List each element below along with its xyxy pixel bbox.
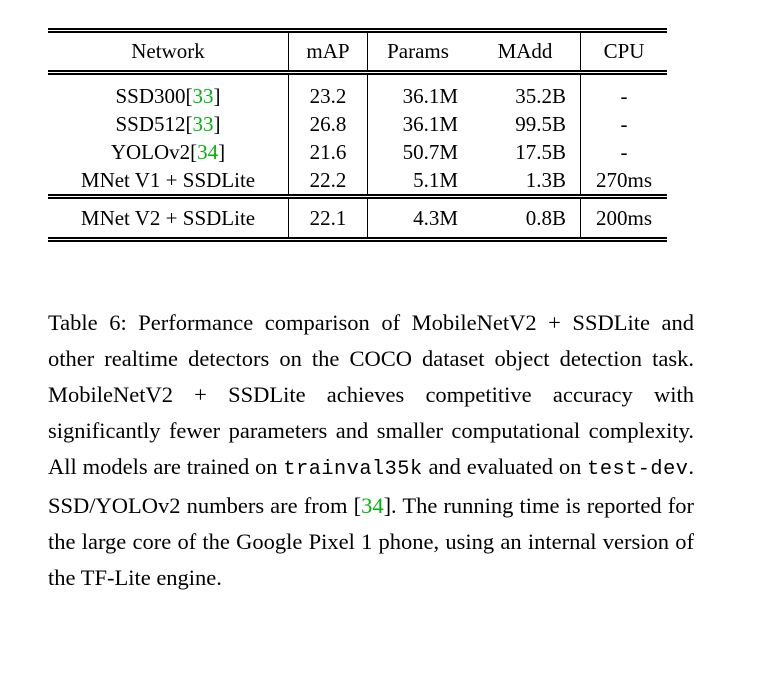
table-row: YOLOv2[34] 21.6 50.7M 17.5B -	[48, 138, 667, 166]
table-header: Network mAP Params MAdd CPU	[48, 28, 667, 75]
network-cell: MNet V2 + SSDLite	[48, 194, 289, 242]
params-cell: 36.1M	[402, 84, 458, 108]
madd-cell: 99.5B	[474, 110, 581, 138]
header-row: Network mAP Params MAdd CPU	[48, 28, 667, 75]
table-row: SSD512[33] 26.8 36.1M 99.5B -	[48, 110, 667, 138]
map-cell: 22.2	[288, 166, 368, 197]
table-row: MNet V1 + SSDLite 22.2 5.1M 1.3B 270ms	[48, 166, 667, 197]
header-map: mAP	[288, 28, 368, 75]
caption-text: ]. The running time is reported for the …	[48, 492, 694, 590]
citation-link[interactable]: 34	[361, 492, 384, 518]
citation-link[interactable]: 33	[192, 84, 214, 108]
network-name: SSD300	[115, 84, 186, 108]
citation-link[interactable]: 33	[192, 112, 214, 136]
network-name: SSD512	[115, 112, 186, 136]
header-cpu: CPU	[580, 28, 667, 75]
map-cell: 26.8	[288, 110, 368, 138]
table-row: SSD300[33] 23.2 36.1M 35.2B -	[48, 72, 667, 110]
table-body: SSD300[33] 23.2 36.1M 35.2B - SSD512[33] 26.8 3…	[48, 72, 667, 242]
network-name: MNet V2 + SSDLite	[80, 206, 256, 230]
params-cell: 36.1M	[402, 112, 458, 136]
params-cell: 50.7M	[402, 140, 458, 164]
citation-link[interactable]: 34	[197, 140, 219, 164]
cpu-cell: -	[620, 140, 628, 164]
header-madd: MAdd	[474, 28, 581, 75]
cpu-cell: 200ms	[580, 194, 667, 242]
map-cell: 23.2	[288, 72, 368, 110]
madd-cell: 35.2B	[474, 72, 581, 110]
table-row: MNet V2 + SSDLite 22.1 4.3M 0.8B 200ms	[48, 194, 667, 242]
params-cell: 5.1M	[413, 168, 458, 192]
cpu-cell: -	[620, 84, 628, 108]
map-cell: 22.1	[288, 194, 368, 242]
network-cell: SSD512[33]	[48, 110, 289, 138]
caption-text: . SSD/YOLOv2 numbers are from [	[48, 453, 695, 518]
code-text: trainval35k	[283, 457, 423, 481]
table-caption: Table 6: Performance comparison of Mobil…	[48, 305, 694, 596]
network-name: MNet V1 + SSDLite	[80, 168, 256, 192]
results-table: Network mAP Params MAdd CPU SSD300[33] 23…	[48, 28, 667, 242]
code-text: test-dev	[587, 457, 689, 481]
network-cell: YOLOv2[34]	[48, 138, 289, 166]
cpu-cell: -	[620, 112, 628, 136]
params-cell: 4.3M	[367, 194, 474, 242]
network-cell: MNet V1 + SSDLite	[48, 166, 289, 197]
madd-cell: 17.5B	[474, 138, 581, 166]
caption-text: and evaluated on	[422, 453, 588, 479]
caption-text: Table 6: Performance comparison of Mobil…	[48, 309, 694, 479]
madd-cell: 0.8B	[474, 194, 581, 242]
network-name: YOLOv2	[110, 140, 191, 164]
header-network: Network	[48, 28, 289, 75]
madd-cell: 1.3B	[474, 166, 581, 197]
network-cell: SSD300[33]	[48, 72, 289, 110]
map-cell: 21.6	[288, 138, 368, 166]
cpu-cell: 270ms	[595, 168, 652, 192]
header-params: Params	[367, 28, 474, 75]
